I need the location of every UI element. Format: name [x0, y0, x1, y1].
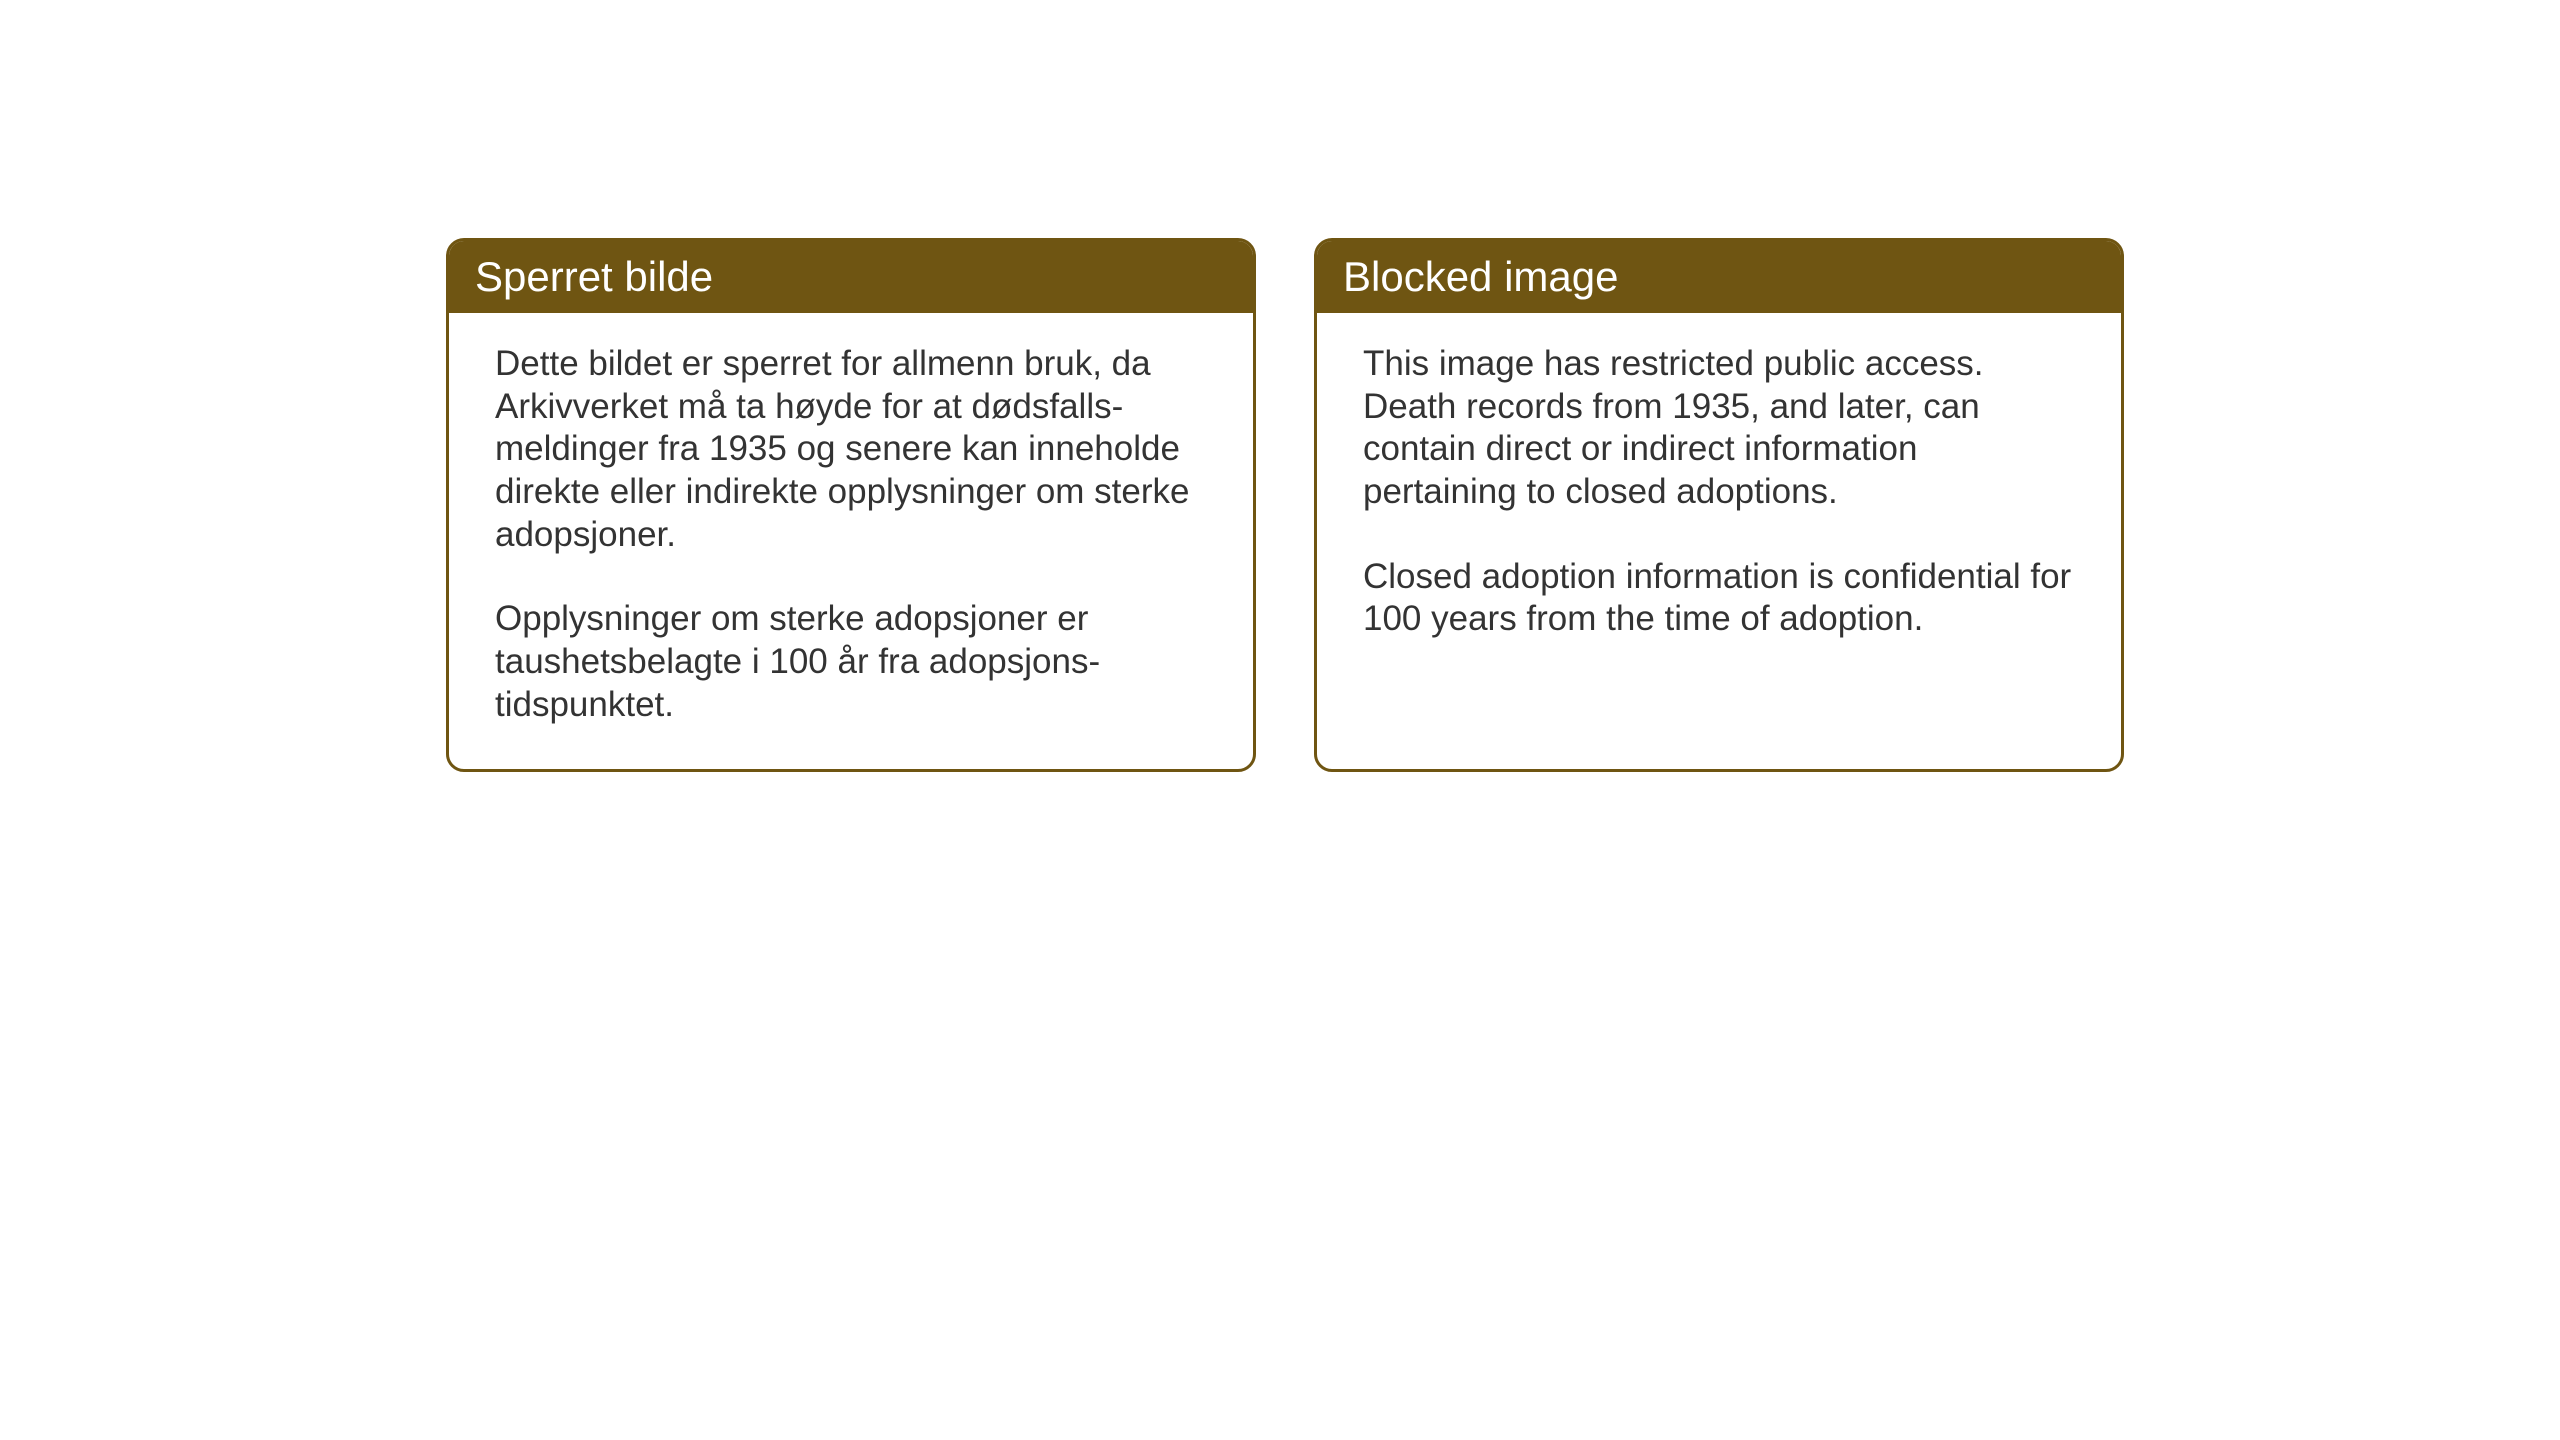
notice-container: Sperret bilde Dette bildet er sperret fo… — [446, 238, 2124, 772]
norwegian-paragraph-2: Opplysninger om sterke adopsjoner er tau… — [495, 598, 1207, 726]
english-notice-title: Blocked image — [1317, 241, 2121, 313]
english-paragraph-2: Closed adoption information is confident… — [1363, 556, 2075, 641]
norwegian-paragraph-1: Dette bildet er sperret for allmenn bruk… — [495, 343, 1207, 556]
english-paragraph-1: This image has restricted public access.… — [1363, 343, 2075, 514]
english-notice-body: This image has restricted public access.… — [1317, 313, 2121, 683]
norwegian-notice-body: Dette bildet er sperret for allmenn bruk… — [449, 313, 1253, 769]
norwegian-notice-title: Sperret bilde — [449, 241, 1253, 313]
norwegian-notice-box: Sperret bilde Dette bildet er sperret fo… — [446, 238, 1256, 772]
english-notice-box: Blocked image This image has restricted … — [1314, 238, 2124, 772]
